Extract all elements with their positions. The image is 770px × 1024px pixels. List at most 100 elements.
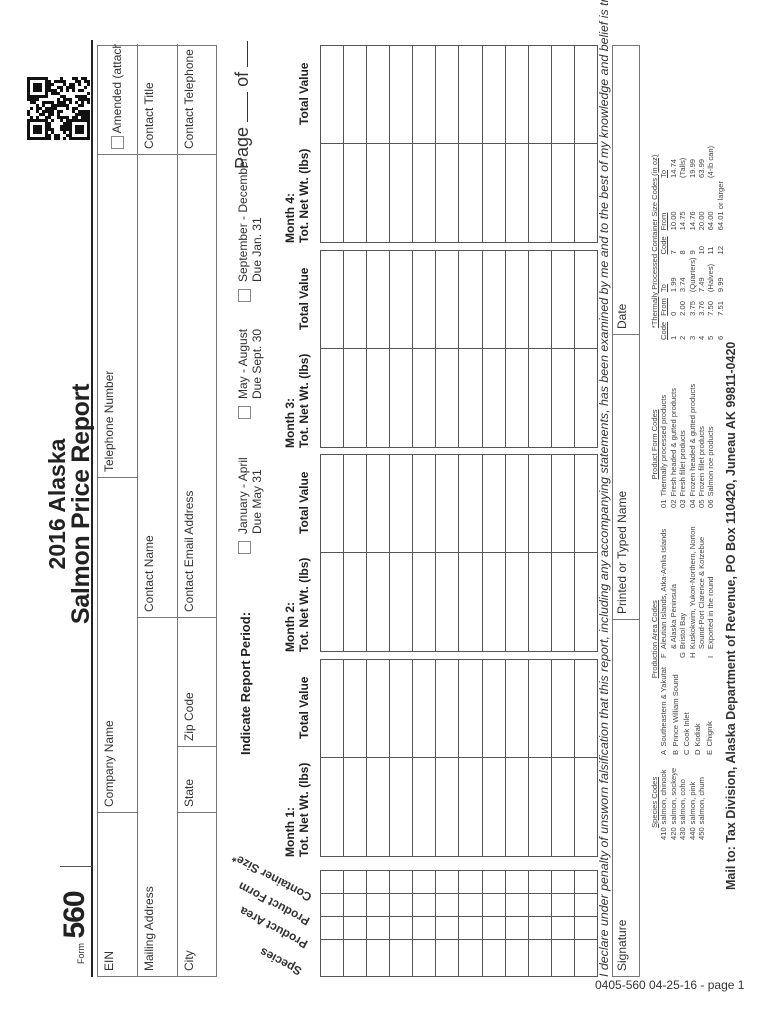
- species-cell[interactable]: [435, 939, 459, 977]
- total-value-cell[interactable]: [458, 250, 483, 349]
- container-size-cell[interactable]: [366, 870, 390, 894]
- container-size-cell[interactable]: [482, 870, 506, 894]
- total-value-cell[interactable]: [366, 454, 390, 553]
- species-cell[interactable]: [320, 939, 344, 977]
- net-weight-cell[interactable]: [482, 758, 506, 857]
- net-weight-cell[interactable]: [435, 553, 459, 652]
- product-area-cell[interactable]: [574, 916, 598, 940]
- total-value-cell[interactable]: [458, 454, 483, 553]
- product-area-cell[interactable]: [505, 916, 529, 940]
- species-cell[interactable]: [482, 939, 506, 977]
- product-form-cell[interactable]: [366, 893, 390, 917]
- net-weight-cell[interactable]: [458, 758, 483, 857]
- net-weight-cell[interactable]: [551, 553, 575, 652]
- species-cell[interactable]: [366, 939, 390, 977]
- total-value-cell[interactable]: [574, 45, 598, 144]
- signature-field[interactable]: Signature: [613, 619, 639, 976]
- total-value-cell[interactable]: [505, 45, 529, 144]
- page-total-blank[interactable]: [247, 40, 248, 67]
- total-value-cell[interactable]: [412, 659, 436, 758]
- contact-email-field[interactable]: Contact Email Address: [178, 154, 217, 617]
- total-value-cell[interactable]: [389, 659, 413, 758]
- product-form-cell[interactable]: [574, 893, 598, 917]
- net-weight-cell[interactable]: [528, 349, 552, 448]
- total-value-cell[interactable]: [458, 45, 483, 144]
- total-value-cell[interactable]: [574, 250, 598, 349]
- amended-option[interactable]: Amended (attach explanation): [98, 44, 138, 154]
- total-value-cell[interactable]: [320, 250, 344, 349]
- net-weight-cell[interactable]: [505, 758, 529, 857]
- total-value-cell[interactable]: [389, 454, 413, 553]
- total-value-cell[interactable]: [412, 250, 436, 349]
- product-form-cell[interactable]: [505, 893, 529, 917]
- net-weight-cell[interactable]: [389, 758, 413, 857]
- net-weight-cell[interactable]: [389, 144, 413, 243]
- product-area-cell[interactable]: [435, 916, 459, 940]
- total-value-cell[interactable]: [551, 45, 575, 144]
- net-weight-cell[interactable]: [551, 349, 575, 448]
- net-weight-cell[interactable]: [574, 758, 598, 857]
- net-weight-cell[interactable]: [320, 144, 344, 243]
- contact-title-field[interactable]: Contact Title: [138, 44, 178, 154]
- date-field[interactable]: Date: [613, 46, 639, 334]
- total-value-cell[interactable]: [366, 659, 390, 758]
- net-weight-cell[interactable]: [389, 349, 413, 448]
- product-area-cell[interactable]: [412, 916, 436, 940]
- net-weight-cell[interactable]: [320, 758, 344, 857]
- product-form-cell[interactable]: [482, 893, 506, 917]
- total-value-cell[interactable]: [551, 454, 575, 553]
- total-value-cell[interactable]: [505, 454, 529, 553]
- product-form-cell[interactable]: [412, 893, 436, 917]
- total-value-cell[interactable]: [343, 454, 367, 553]
- container-size-cell[interactable]: [320, 870, 344, 894]
- product-form-cell[interactable]: [389, 893, 413, 917]
- net-weight-cell[interactable]: [551, 144, 575, 243]
- net-weight-cell[interactable]: [574, 144, 598, 243]
- species-cell[interactable]: [528, 939, 552, 977]
- net-weight-cell[interactable]: [574, 553, 598, 652]
- contact-telephone-field[interactable]: Contact Telephone: [178, 44, 217, 154]
- total-value-cell[interactable]: [505, 250, 529, 349]
- net-weight-cell[interactable]: [458, 553, 483, 652]
- product-form-cell[interactable]: [320, 893, 344, 917]
- net-weight-cell[interactable]: [366, 349, 390, 448]
- net-weight-cell[interactable]: [366, 144, 390, 243]
- total-value-cell[interactable]: [343, 659, 367, 758]
- total-value-cell[interactable]: [435, 45, 459, 144]
- net-weight-cell[interactable]: [435, 144, 459, 243]
- total-value-cell[interactable]: [343, 250, 367, 349]
- total-value-cell[interactable]: [505, 659, 529, 758]
- net-weight-cell[interactable]: [435, 349, 459, 448]
- total-value-cell[interactable]: [389, 250, 413, 349]
- container-size-cell[interactable]: [505, 870, 529, 894]
- product-form-cell[interactable]: [458, 893, 483, 917]
- net-weight-cell[interactable]: [366, 758, 390, 857]
- total-value-cell[interactable]: [528, 45, 552, 144]
- total-value-cell[interactable]: [389, 45, 413, 144]
- total-value-cell[interactable]: [366, 250, 390, 349]
- total-value-cell[interactable]: [320, 454, 344, 553]
- total-value-cell[interactable]: [528, 454, 552, 553]
- net-weight-cell[interactable]: [343, 144, 367, 243]
- net-weight-cell[interactable]: [320, 553, 344, 652]
- total-value-cell[interactable]: [435, 454, 459, 553]
- net-weight-cell[interactable]: [574, 349, 598, 448]
- total-value-cell[interactable]: [320, 45, 344, 144]
- total-value-cell[interactable]: [528, 250, 552, 349]
- total-value-cell[interactable]: [482, 250, 506, 349]
- product-area-cell[interactable]: [389, 916, 413, 940]
- net-weight-cell[interactable]: [412, 349, 436, 448]
- species-cell[interactable]: [458, 939, 483, 977]
- container-size-cell[interactable]: [574, 870, 598, 894]
- amended-checkbox[interactable]: [111, 136, 125, 149]
- contact-name-field[interactable]: Contact Name: [138, 154, 178, 617]
- total-value-cell[interactable]: [435, 250, 459, 349]
- period-checkbox-may-aug[interactable]: [238, 406, 251, 419]
- product-area-cell[interactable]: [320, 916, 344, 940]
- total-value-cell[interactable]: [551, 659, 575, 758]
- species-cell[interactable]: [412, 939, 436, 977]
- total-value-cell[interactable]: [551, 250, 575, 349]
- state-field[interactable]: State: [178, 746, 217, 812]
- container-size-cell[interactable]: [435, 870, 459, 894]
- container-size-cell[interactable]: [551, 870, 575, 894]
